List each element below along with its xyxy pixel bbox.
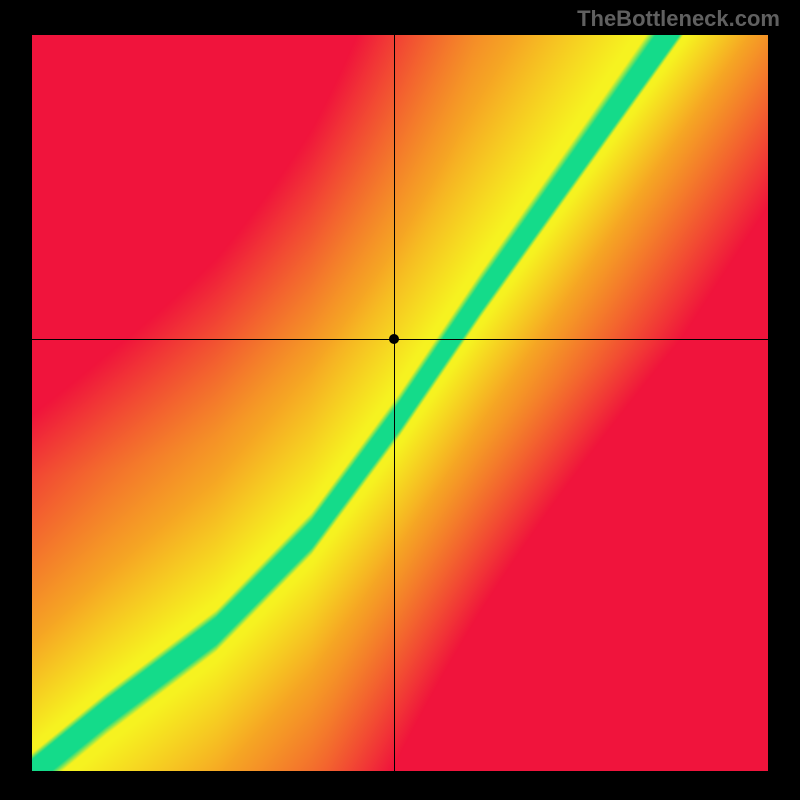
crosshair-marker-dot	[389, 334, 399, 344]
heatmap-canvas	[32, 35, 768, 771]
watermark-text: TheBottleneck.com	[577, 6, 780, 32]
crosshair-horizontal-line	[32, 339, 768, 340]
crosshair-vertical-line	[394, 35, 395, 771]
bottleneck-heatmap-chart	[32, 35, 768, 771]
